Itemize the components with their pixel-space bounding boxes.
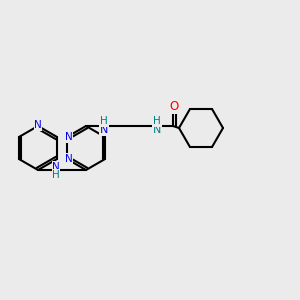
Text: N: N (100, 125, 108, 135)
Text: H: H (52, 170, 60, 180)
Text: N: N (153, 125, 161, 135)
Text: O: O (169, 100, 178, 113)
Text: N: N (34, 120, 42, 130)
Text: N: N (65, 132, 73, 142)
Text: N: N (65, 154, 73, 164)
Text: H: H (100, 116, 108, 126)
Text: N: N (52, 162, 60, 172)
Text: H: H (153, 116, 161, 126)
